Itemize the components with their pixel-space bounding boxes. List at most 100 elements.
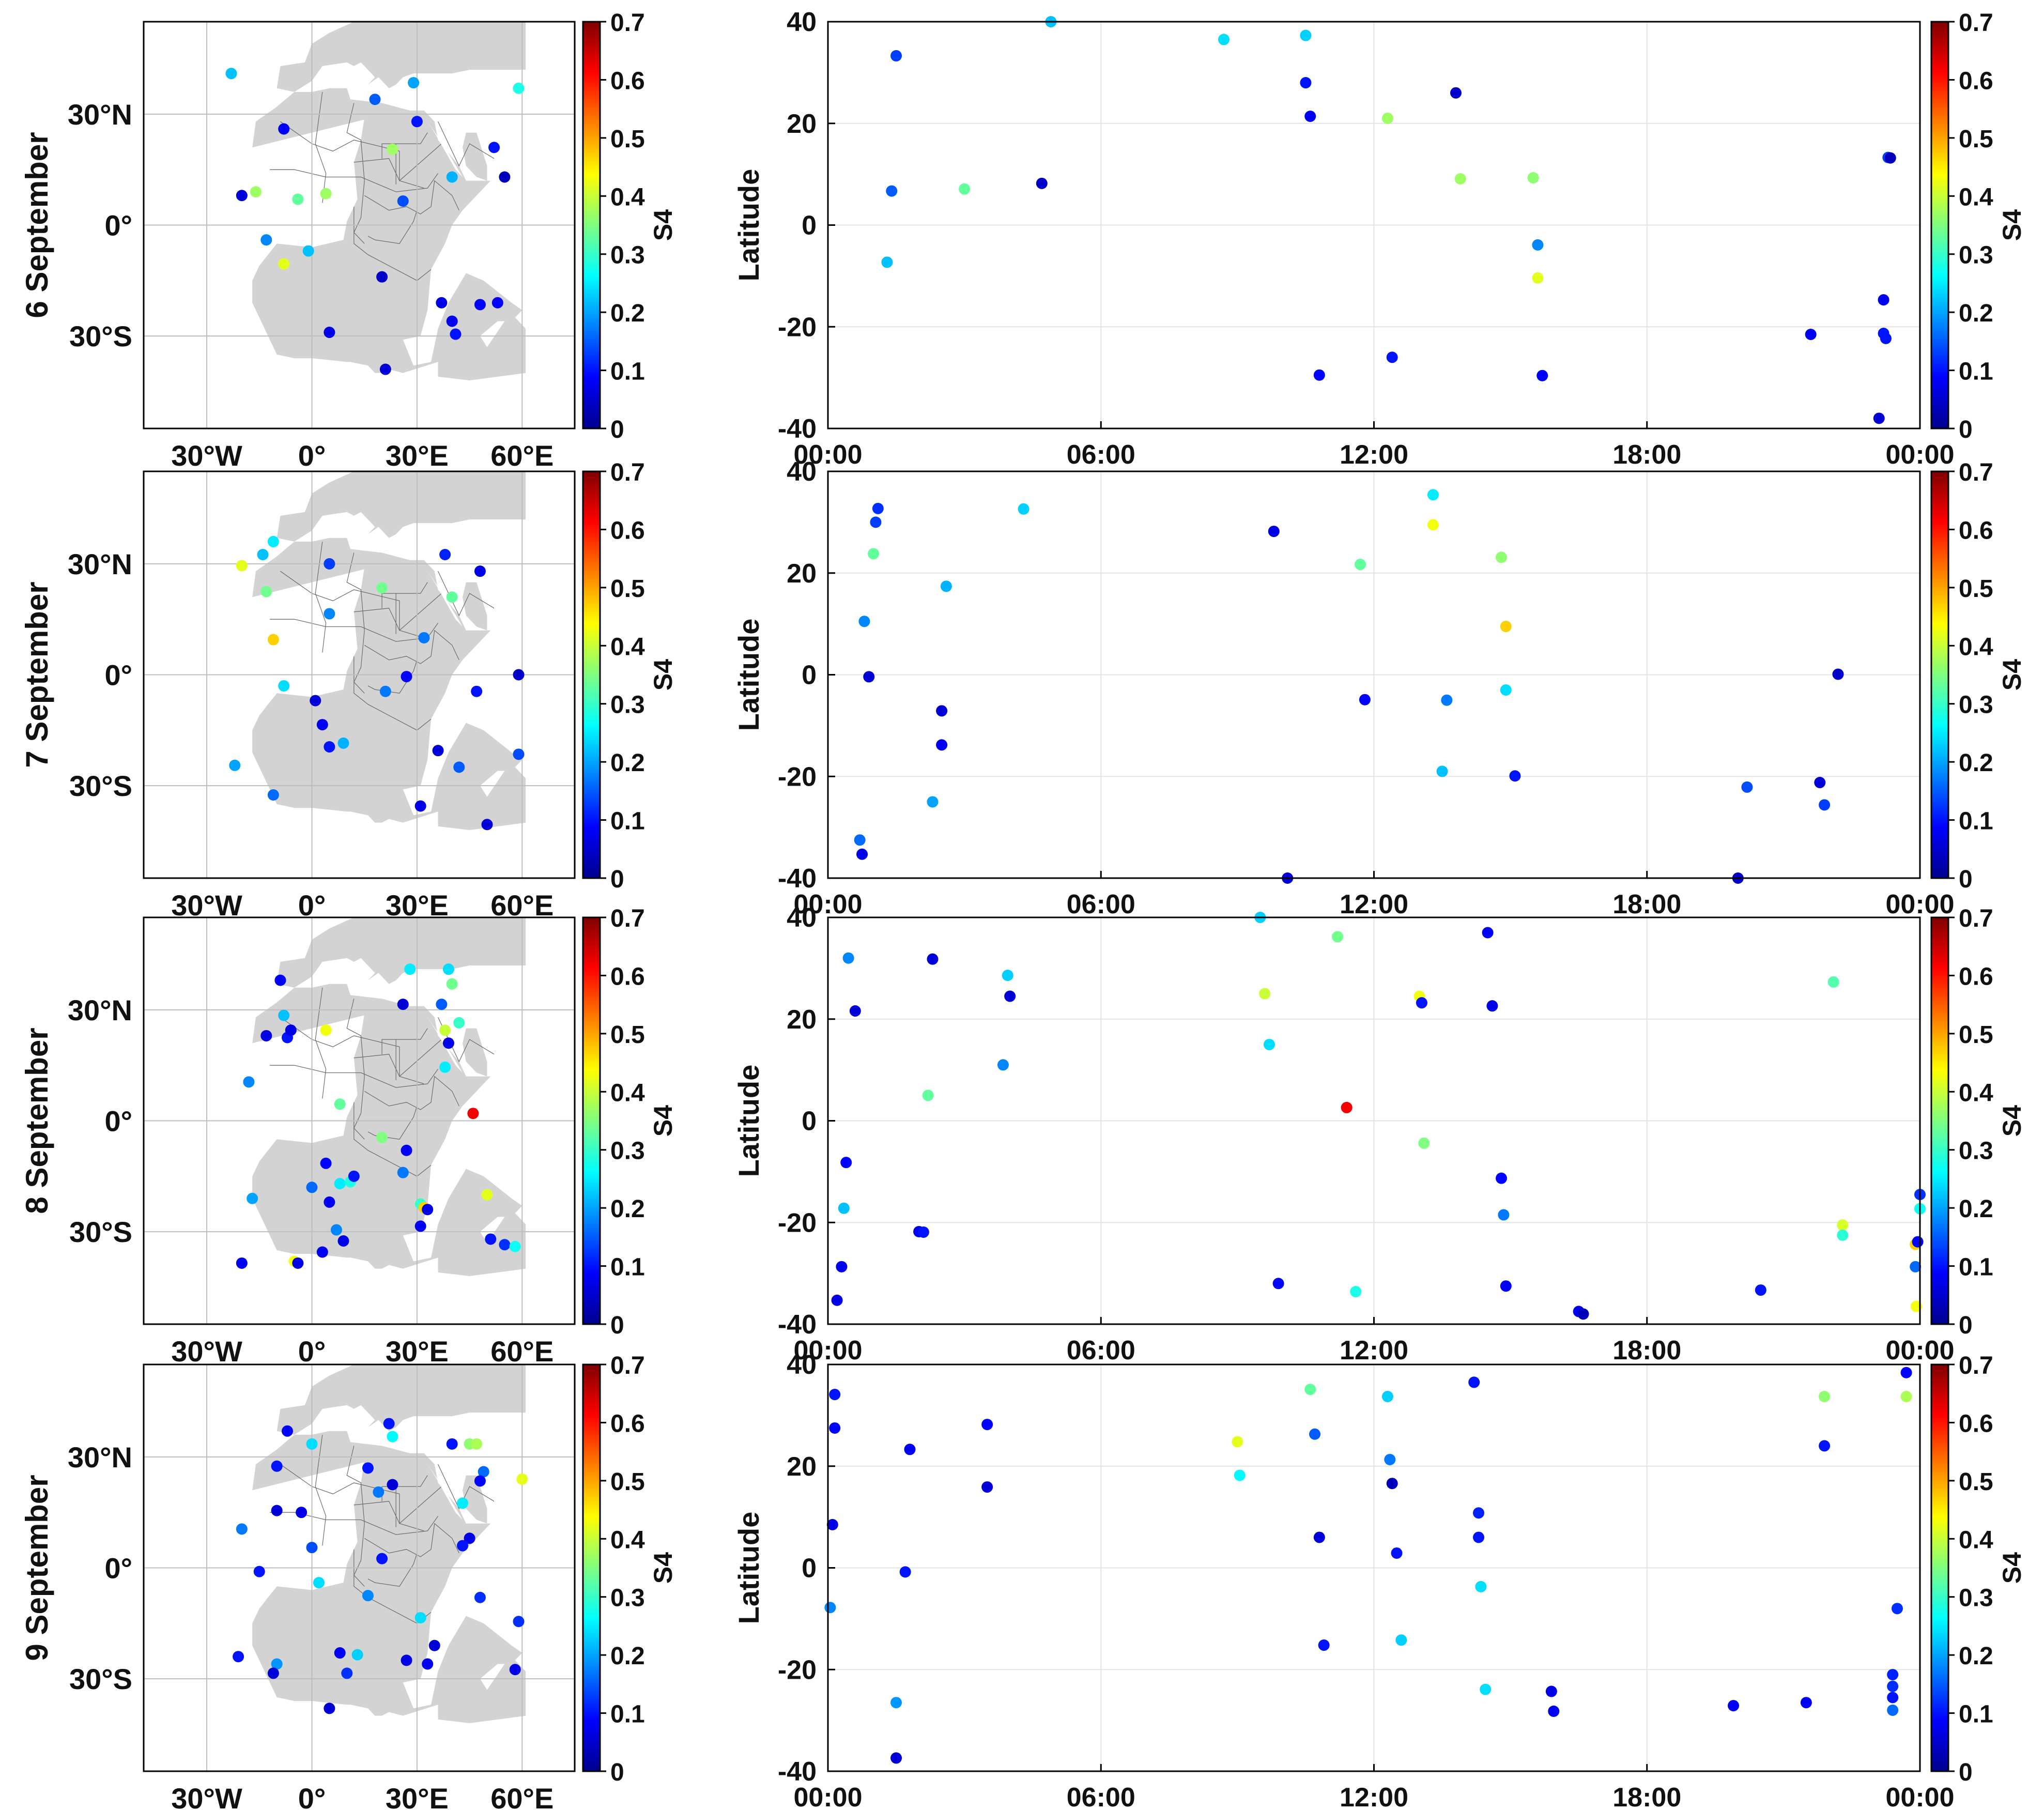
y-tick-label: 40	[787, 1350, 817, 1380]
colorbar: 0 0.1 0.2 0.3 0.4 0.5 0.6 0.7 S4	[1930, 905, 2026, 1339]
data-point	[1527, 172, 1539, 184]
colorbar-tick-label: 0.2	[1959, 300, 1993, 327]
map-point	[250, 186, 262, 198]
map-point	[373, 1486, 385, 1498]
data-point	[1468, 1376, 1480, 1388]
colorbar-tick-label: 0.4	[1959, 1079, 1993, 1107]
map-point	[306, 1182, 318, 1193]
data-point	[1272, 1278, 1284, 1290]
map-point	[414, 1220, 426, 1232]
colorbar: 0 0.1 0.2 0.3 0.4 0.5 0.6 0.7 S4	[582, 459, 678, 893]
data-point	[829, 1422, 841, 1434]
map-ytick-label: 30°S	[69, 1216, 132, 1248]
map-point	[324, 741, 335, 753]
map-point	[401, 671, 412, 683]
map-point	[292, 193, 304, 205]
y-tick-label: -40	[778, 864, 817, 894]
map-point	[422, 1658, 434, 1670]
map-point	[324, 326, 335, 338]
map-point	[387, 143, 398, 155]
y-tick-label: 0	[802, 211, 817, 241]
colorbar-tick-label: 0.1	[610, 1701, 645, 1728]
map-point	[397, 999, 409, 1010]
colorbar-tick-label: 0.3	[610, 1138, 645, 1165]
data-point	[1416, 997, 1427, 1009]
map-ytick-label: 30°S	[69, 320, 132, 352]
map-point	[243, 1076, 255, 1088]
data-point	[1536, 370, 1548, 381]
map-point	[422, 1204, 434, 1216]
map-point	[453, 1017, 465, 1029]
x-tick-label: 18:00	[1612, 1783, 1681, 1810]
colorbar-label: S4	[1997, 209, 2026, 241]
data-point	[1384, 1453, 1396, 1465]
data-point	[1498, 1209, 1510, 1221]
map-point	[267, 1667, 279, 1679]
colorbar: 0 0.1 0.2 0.3 0.4 0.5 0.6 0.7 S4	[1930, 459, 2026, 893]
map-point	[404, 963, 416, 975]
data-point	[1341, 1101, 1353, 1113]
data-point	[1018, 503, 1029, 515]
data-point	[1313, 1531, 1325, 1543]
map-point	[306, 1438, 318, 1450]
data-point	[1332, 931, 1344, 943]
row-label: 8 September	[20, 1027, 54, 1214]
map-point	[260, 586, 272, 597]
map-point	[379, 685, 391, 697]
data-point	[1386, 1478, 1398, 1490]
data-point	[940, 580, 952, 592]
map-xtick-label: 30°W	[171, 1782, 242, 1810]
data-point	[1350, 1286, 1362, 1298]
y-axis-label: Latitude	[732, 1512, 765, 1624]
x-tick-label: 06:00	[1067, 1336, 1135, 1366]
data-point	[1480, 1683, 1492, 1695]
data-point	[1819, 799, 1831, 811]
x-tick-label: 18:00	[1612, 1336, 1681, 1366]
data-point	[1832, 668, 1844, 680]
colorbar-label: S4	[649, 209, 678, 241]
colorbar-tick-label: 0	[610, 416, 624, 443]
timeseries-panel: 00:00 06:00 12:00 18:00 00:0040200-20-40Lati…	[732, 1350, 2026, 1810]
data-point	[854, 834, 866, 846]
map-point	[320, 188, 332, 200]
y-tick-label: -20	[778, 762, 817, 792]
map-point	[436, 297, 448, 309]
y-tick-label: 40	[787, 903, 817, 933]
map-point	[267, 535, 279, 547]
map-point	[324, 558, 335, 570]
map-point	[516, 1473, 528, 1485]
data-point	[1355, 559, 1366, 571]
colorbar-gradient	[582, 470, 601, 879]
map-point	[439, 1061, 451, 1073]
data-point	[1318, 1639, 1330, 1651]
map-point	[324, 1702, 335, 1714]
map-point	[401, 1654, 412, 1666]
colorbar-tick-label: 0.2	[610, 1195, 645, 1223]
y-tick-label: 40	[787, 457, 817, 487]
colorbar-tick-label: 0.7	[610, 1352, 645, 1379]
map-point	[274, 974, 286, 986]
data-point	[1300, 29, 1312, 41]
data-point	[899, 1566, 911, 1578]
row-label: 9 September	[20, 1475, 54, 1661]
map-point	[369, 94, 381, 105]
map-point	[334, 1647, 346, 1659]
map-point	[313, 1577, 325, 1589]
colorbar-label: S4	[649, 1105, 678, 1137]
map-point	[302, 245, 314, 257]
map-point	[351, 1649, 363, 1661]
data-point	[824, 1602, 836, 1614]
colorbar-tick-label: 0.2	[610, 300, 645, 327]
colorbar-tick-label: 0.1	[610, 358, 645, 386]
colorbar-tick-label: 0.1	[1959, 1254, 1993, 1281]
map-point	[387, 1431, 398, 1443]
map-point	[478, 1466, 489, 1478]
timeseries-panel: 00:00 06:00 12:00 18:00 00:0040200-20-40Lati…	[732, 457, 2026, 957]
map-point	[457, 1540, 469, 1552]
colorbar-gradient	[1930, 470, 1949, 879]
data-point	[1418, 1137, 1430, 1149]
data-point	[1912, 1236, 1924, 1248]
data-point	[1887, 1692, 1899, 1704]
